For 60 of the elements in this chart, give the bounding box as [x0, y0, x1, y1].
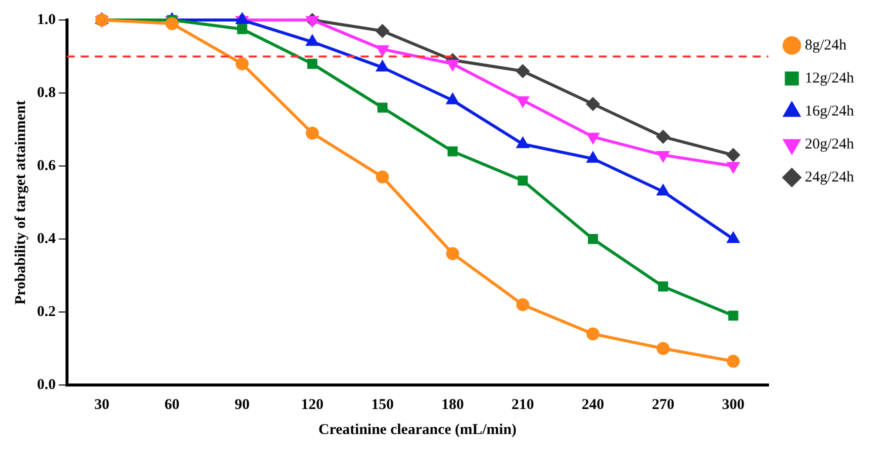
y-tick-label: 0.0	[37, 376, 56, 393]
y-tick-label: 0.6	[37, 158, 56, 174]
x-axis-title: Creatinine clearance (mL/min)	[318, 422, 517, 438]
point	[587, 152, 599, 163]
point	[516, 298, 530, 312]
point	[657, 151, 669, 162]
point	[586, 327, 600, 340]
legend-label: 20g/24h	[804, 136, 854, 152]
point	[657, 185, 669, 196]
x-tick-label: 210	[512, 396, 534, 413]
legend-label: 8g/24h	[804, 37, 847, 54]
point	[656, 342, 670, 355]
x-tick-label: 30	[94, 396, 110, 413]
x-tick-label: 90	[234, 396, 250, 413]
x-tick-label: 270	[652, 396, 674, 413]
point	[376, 45, 388, 56]
point	[306, 126, 319, 140]
y-tick-label: 0.2	[37, 304, 56, 320]
y-axis-title: Probability of target attainment	[12, 100, 29, 305]
point	[727, 232, 740, 243]
x-tick-label: 150	[371, 396, 394, 413]
point	[516, 64, 530, 78]
point	[727, 162, 740, 172]
x-tick-label: 240	[582, 396, 604, 413]
point	[728, 310, 738, 321]
point	[306, 35, 318, 46]
legend-label: 16g/24h	[804, 103, 854, 120]
point	[516, 138, 529, 148]
point	[376, 170, 389, 184]
point	[446, 60, 458, 70]
point	[726, 354, 740, 368]
x-tick-label: 300	[722, 396, 745, 413]
point	[588, 234, 598, 244]
point	[165, 17, 178, 30]
point	[377, 102, 388, 113]
point	[726, 148, 740, 162]
y-tick-label: 1.0	[37, 12, 56, 28]
point	[307, 58, 318, 69]
point	[306, 16, 318, 26]
point	[656, 130, 670, 144]
point	[236, 14, 248, 24]
legend-label: 24g/24h	[804, 169, 854, 186]
point	[518, 176, 528, 186]
x-tick-label: 120	[301, 396, 324, 413]
x-tick-label: 60	[164, 396, 180, 413]
legend-label: 12g/24h	[804, 70, 854, 86]
point	[446, 247, 460, 260]
point	[658, 281, 668, 292]
point	[446, 94, 458, 104]
point	[376, 24, 389, 38]
point	[586, 97, 600, 110]
point	[448, 146, 458, 156]
point	[236, 57, 249, 70]
y-tick-label: 0.4	[37, 230, 56, 247]
point	[376, 60, 388, 72]
x-tick-label: 180	[441, 396, 464, 413]
point	[587, 132, 599, 144]
point	[516, 96, 529, 107]
point	[237, 24, 248, 34]
y-tick-label: 0.8	[37, 84, 56, 101]
